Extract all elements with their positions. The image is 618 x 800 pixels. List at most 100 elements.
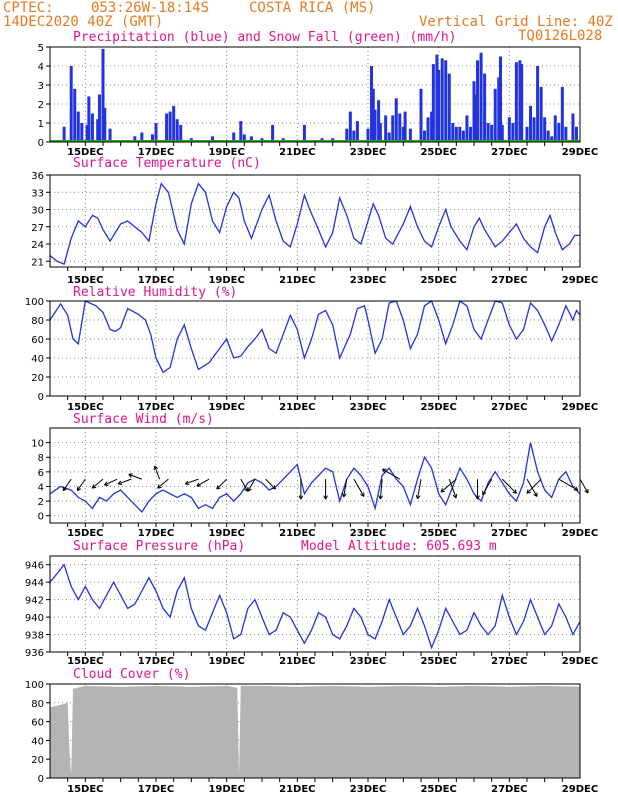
precip-bar	[546, 130, 550, 142]
series-line-wind	[49, 442, 581, 514]
panel-wind: Surface Wind (m/s) 0 2 4 6 8 10 15DEC 17DEC 19DEC…	[31, 412, 598, 539]
x-date-label: 19DEC	[208, 275, 244, 286]
x-date-label: 21DEC	[279, 528, 315, 539]
y-tick-label: 0	[38, 392, 44, 403]
y-tick-label: 942	[25, 596, 44, 607]
precip-bar	[90, 113, 94, 142]
precip-bar	[168, 111, 172, 142]
precip-bar	[564, 126, 568, 142]
y-tick-label: 944	[25, 578, 44, 589]
precip-bar	[518, 60, 522, 142]
wind-arrow	[558, 478, 579, 491]
precip-bar	[101, 48, 105, 142]
precip-bar	[211, 136, 215, 142]
header-location: COSTA RICA (MS)	[249, 0, 376, 16]
panel-subtitle-pres: Model Altitude: 605.693 m	[301, 539, 497, 554]
precip-bar	[133, 136, 137, 142]
wind-arrow	[415, 479, 422, 500]
wind-arrow	[157, 478, 169, 489]
panel-title-cloud: Cloud Cover (%)	[73, 667, 190, 682]
y-tick-label: 938	[25, 631, 44, 642]
panel-title-pres: Surface Pressure (hPa)	[73, 539, 245, 554]
y-tick-label: 0	[38, 138, 44, 149]
x-date-label: 23DEC	[350, 147, 386, 158]
x-date-label: 29DEC	[562, 656, 598, 667]
series-line-rh	[49, 299, 581, 374]
precip-bar	[525, 126, 529, 142]
y-tick-label: 21	[31, 257, 44, 268]
x-date-label: 19DEC	[208, 656, 244, 667]
y-tick-label: 100	[25, 297, 44, 308]
x-date-label: 19DEC	[208, 784, 244, 795]
precip-bar	[500, 124, 504, 142]
precip-bar	[73, 88, 77, 142]
precip-bar	[474, 94, 478, 142]
y-tick-label: 40	[31, 354, 44, 365]
wind-arrow	[117, 478, 132, 486]
precip-bar	[497, 77, 501, 142]
wind-arrow	[382, 468, 401, 480]
series-line-pres	[49, 563, 581, 650]
panel-precip: Precipitation (blue) and Snow Fall (gree…	[38, 30, 599, 158]
precip-bar	[370, 66, 374, 142]
wind-arrow	[216, 478, 228, 490]
precip-bar	[366, 128, 370, 142]
precip-bar	[384, 115, 388, 142]
panel-title-precip: Precipitation (blue) and Snow Fall (gree…	[73, 30, 457, 45]
precip-bar	[87, 96, 91, 142]
x-date-label: 17DEC	[138, 402, 174, 413]
x-date-label: 25DEC	[420, 784, 456, 795]
y-tick-label: 946	[25, 561, 44, 572]
precip-bar	[499, 56, 502, 142]
precip-bar	[440, 58, 444, 142]
x-date-label: 25DEC	[420, 402, 456, 413]
header-grid-note: Vertical Grid Line: 40Z	[419, 14, 613, 30]
precip-bar	[352, 130, 356, 142]
precip-bar	[472, 81, 476, 142]
wind-arrow	[341, 479, 348, 498]
precip-bar	[511, 123, 515, 142]
precip-bar	[403, 111, 407, 142]
precip-bar	[479, 52, 483, 143]
y-tick-label: 10	[31, 439, 44, 450]
y-tick-label: 60	[31, 335, 44, 346]
y-tick-label: 4	[38, 62, 44, 73]
x-date-label: 15DEC	[67, 275, 103, 286]
x-date-label: 25DEC	[420, 275, 456, 286]
wind-arrow	[378, 479, 384, 500]
precip-bar	[454, 126, 458, 142]
precip-bar	[377, 100, 381, 142]
wind-arrow	[448, 478, 458, 499]
wind-arrow	[196, 478, 210, 487]
precip-bar	[103, 107, 107, 142]
precip-bar	[553, 115, 557, 142]
x-date-label: 17DEC	[138, 275, 174, 286]
y-tick-label: 0	[38, 512, 44, 523]
y-tick-label: 3	[38, 81, 44, 92]
precip-bar	[302, 124, 306, 142]
precip-bar	[465, 115, 469, 142]
wind-arrow	[526, 478, 542, 494]
panel-title-temp: Surface Temperature (nC)	[73, 156, 261, 171]
series-line-temp	[49, 182, 580, 265]
precip-bar	[447, 73, 451, 142]
precip-bar	[154, 123, 158, 142]
precip-bar	[391, 115, 395, 142]
wind-arrow	[91, 478, 104, 489]
x-date-label: 27DEC	[491, 275, 527, 286]
panel-title-wind: Surface Wind (m/s)	[73, 412, 214, 427]
x-date-label: 21DEC	[279, 656, 315, 667]
precip-bar	[401, 126, 405, 142]
precip-bar	[444, 60, 448, 142]
y-tick-label: 40	[31, 736, 44, 747]
precip-bar	[493, 88, 497, 142]
precip-bar	[557, 123, 561, 142]
precip-bar	[76, 111, 80, 142]
precip-bar	[179, 124, 183, 142]
precip-bar	[560, 86, 564, 142]
x-date-label: 29DEC	[562, 402, 598, 413]
x-date-label: 27DEC	[491, 656, 527, 667]
wind-arrow	[298, 479, 304, 500]
header-model-id: TQ0126L028	[518, 28, 603, 44]
